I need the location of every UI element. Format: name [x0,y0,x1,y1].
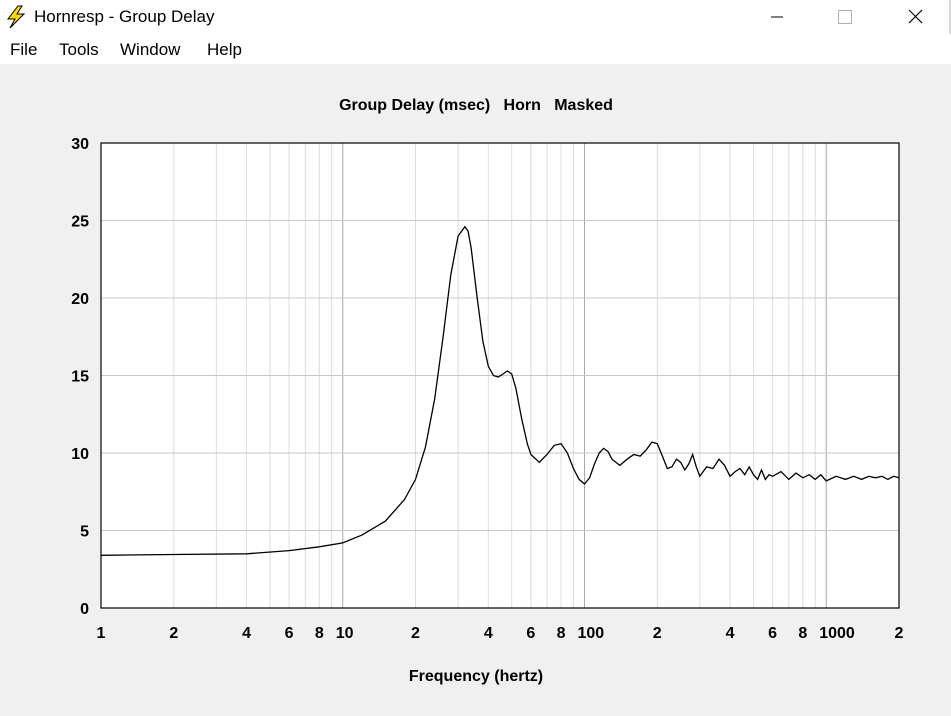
lightning-bolt-icon [6,5,26,29]
x-tick-label: 6 [768,625,777,642]
minimize-icon[interactable] [755,0,801,34]
x-axis-label: Frequency (hertz) [409,668,543,685]
y-tick-label: 10 [71,446,89,463]
plot-border [100,142,900,609]
menu-bar: File Tools Window Help [0,34,951,64]
y-axis-ticks: 0 5 10 15 20 25 30 [71,136,89,618]
x-tick-label: 2 [411,625,420,642]
x-tick-label: 8 [557,625,566,642]
x-tick-label: 4 [484,625,493,642]
menu-tools[interactable]: Tools [59,40,99,59]
group-delay-chart: Group Delay (msec) Horn Masked 0 5 10 15 20 2… [71,97,904,685]
x-tick-label: 2 [653,625,662,642]
y-tick-label: 25 [71,214,89,231]
group-delay-line [100,225,900,556]
x-tick-label: 1 [97,625,106,642]
close-icon[interactable] [892,0,938,34]
title-bar: Hornresp - Group Delay [0,0,951,34]
grid-lines [101,143,899,608]
x-tick-label: 6 [285,625,294,642]
x-tick-label: 8 [315,625,324,642]
x-tick-label: 2 [895,625,904,642]
x-tick-label: 6 [526,625,535,642]
x-tick-label: 4 [242,625,251,642]
y-tick-label: 20 [71,291,89,308]
menu-help[interactable]: Help [207,40,242,59]
maximize-icon[interactable] [822,0,868,34]
menu-window[interactable]: Window [120,40,181,59]
x-tick-label: 10 [336,625,354,642]
x-tick-label: 100 [577,625,604,642]
window-edge [949,0,951,34]
x-tick-label: 8 [798,625,807,642]
chart-area: Group Delay (msec) Horn Masked 0 5 10 15 20 2… [0,64,951,711]
menu-file[interactable]: File [10,40,38,59]
x-tick-label: 4 [726,625,735,642]
y-tick-label: 30 [71,136,89,153]
y-tick-label: 0 [80,601,89,618]
x-axis-ticks: 1 2 4 6 8 10 2 4 6 8 100 2 4 6 8 1000 2 [97,625,904,642]
y-tick-label: 15 [71,369,89,386]
y-tick-label: 5 [80,524,89,541]
x-tick-label: 2 [169,625,178,642]
chart-title: Group Delay (msec) Horn Masked [339,97,613,114]
x-tick-label: 1000 [819,625,855,642]
window-title: Hornresp - Group Delay [34,7,215,26]
